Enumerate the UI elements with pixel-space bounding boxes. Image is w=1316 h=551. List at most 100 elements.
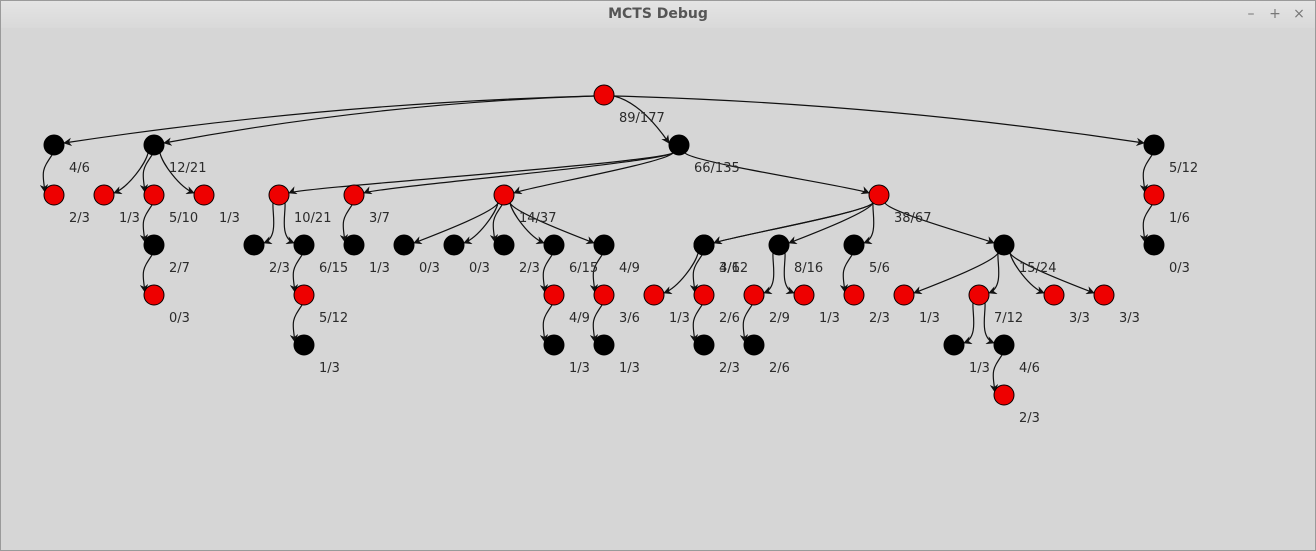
tree-node-d11[interactable] [1143,234,1165,256]
tree-node-c4521[interactable] [943,334,965,356]
tree-node-root[interactable] [593,84,615,106]
tree-node-label-c1211: 1/3 [319,361,340,376]
tree-node-c3411[interactable] [543,334,565,356]
tree-node-c411[interactable] [643,284,665,306]
tree-node-c12[interactable] [293,234,315,256]
tree-node-c341[interactable] [543,284,565,306]
tree-node-c1211[interactable] [293,334,315,356]
tree-node-c451[interactable] [893,284,915,306]
tree-node-c34[interactable] [543,234,565,256]
tree-node-b[interactable] [143,134,165,156]
tree-node-a[interactable] [43,134,65,156]
tree-node-c45221[interactable] [993,384,1015,406]
tree-node-c32[interactable] [443,234,465,256]
tree-node-label-c43: 8/16 [794,261,823,276]
edge-root-a [63,95,595,147]
tree-node-label-c32: 0/3 [469,261,490,276]
tree-node-c31[interactable] [393,234,415,256]
tree-node-c11[interactable] [243,234,265,256]
tree-node-c4522[interactable] [993,334,1015,356]
tree-node-c44[interactable] [843,234,865,256]
tree-node-c1[interactable] [268,184,290,206]
tree-node-c42[interactable] [693,234,715,256]
tree-node-label-c431: 2/9 [769,311,790,326]
tree-node-label-c33: 2/3 [519,261,540,276]
tree-node-label-c4311: 2/6 [769,361,790,376]
edge-d1-d11 [1139,204,1153,243]
tree-node-label-b2: 5/10 [169,211,198,226]
tree-node-a1[interactable] [43,184,65,206]
tree-node-label-c3511: 1/3 [619,361,640,376]
maximize-button[interactable]: + [1269,6,1281,22]
tree-node-d1[interactable] [1143,184,1165,206]
tree-node-label-d: 5/12 [1169,161,1198,176]
tree-node-label-c4521: 1/3 [969,361,990,376]
edge-c43-c432 [783,252,795,295]
tree-node-c452[interactable] [968,284,990,306]
edge-c44-c441 [839,254,853,293]
tree-node-c441[interactable] [843,284,865,306]
tree-node-c[interactable] [668,134,690,156]
tree-node-label-c451: 1/3 [919,311,940,326]
tree-node-label-c121: 5/12 [319,311,348,326]
tree-node-label-c35: 4/9 [619,261,640,276]
edge-c42-c421 [689,254,703,293]
tree-node-c3511[interactable] [593,334,615,356]
minimize-button[interactable]: – [1247,6,1255,22]
tree-node-c4311[interactable] [743,334,765,356]
tree-node-label-c4: 38/67 [894,211,931,226]
tree-node-b3[interactable] [193,184,215,206]
tree-node-b21[interactable] [143,234,165,256]
tree-node-c121[interactable] [293,284,315,306]
tree-node-label-b21: 2/7 [169,261,190,276]
edge-root-b [163,95,595,146]
tree-node-d[interactable] [1143,134,1165,156]
edge-c3-c34 [509,202,545,245]
tree-node-c4[interactable] [868,184,890,206]
edge-b-b2 [139,154,153,193]
tree-node-c4211[interactable] [693,334,715,356]
tree-node-label-c421: 2/6 [719,311,740,326]
tree-node-c43[interactable] [768,234,790,256]
tree-node-label-c45: 15/24 [1019,261,1056,276]
tree-node-c2[interactable] [343,184,365,206]
edge-c4-c42 [713,202,874,245]
tree-node-c21[interactable] [343,234,365,256]
tree-node-label-c3411: 1/3 [569,361,590,376]
tree-node-c421[interactable] [693,284,715,306]
close-button[interactable]: × [1293,6,1305,22]
tree-node-c3[interactable] [493,184,515,206]
tree-node-label-c4211: 2/3 [719,361,740,376]
edge-c3-c35 [509,202,595,245]
tree-node-label-c452: 7/12 [994,311,1023,326]
tree-node-c35[interactable] [593,234,615,256]
tree-node-b211[interactable] [143,284,165,306]
tree-node-label-c441: 2/3 [869,311,890,326]
tree-node-c453[interactable] [1043,284,1065,306]
tree-node-b2[interactable] [143,184,165,206]
tree-node-c45[interactable] [993,234,1015,256]
tree-node-b1[interactable] [93,184,115,206]
tree-node-label-root: 89/177 [619,111,665,126]
tree-node-c33[interactable] [493,234,515,256]
title-bar[interactable]: MCTS Debug – + × [1,1,1315,28]
tree-node-c351[interactable] [593,284,615,306]
tree-labels: 2/3 4/6 1/3 0/3 2/7 5/10 1/3 12/21 2/3 1/3 5/12 6/1… [69,111,1198,426]
edge-c-c4 [684,152,870,195]
tree-node-label-c34: 6/15 [569,261,598,276]
edge-c1-c11 [263,202,275,245]
edge-c3-c31 [413,202,499,245]
edge-c-c3 [513,152,674,195]
tree-node-label-c44: 5/6 [869,261,890,276]
tree-node-c432[interactable] [793,284,815,306]
tree-node-c431[interactable] [743,284,765,306]
tree-nodes [43,84,1165,406]
tree-node-label-b211: 0/3 [169,311,190,326]
tree-node-c454[interactable] [1093,284,1115,306]
edge-c45-c454 [1009,252,1095,295]
edge-c4522-c45221 [989,354,1003,393]
edge-c45-c452 [988,252,1000,295]
tree-node-label-b3: 1/3 [219,211,240,226]
tree-node-label-c11: 2/3 [269,261,290,276]
